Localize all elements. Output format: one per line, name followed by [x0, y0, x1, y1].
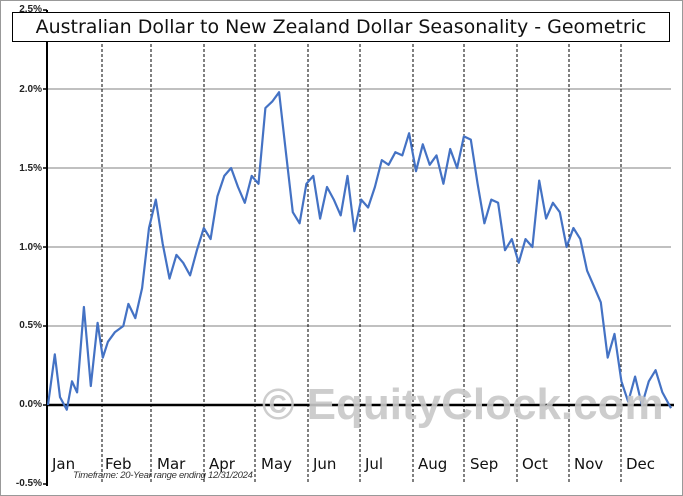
y-tick-label: -0.5%: [15, 478, 42, 489]
y-tick-label: 2.5%: [19, 4, 42, 15]
axes: [43, 9, 674, 486]
month-dividers: [101, 44, 622, 484]
x-tick-sep: Sep: [470, 455, 499, 473]
x-tick-jun: Jun: [313, 455, 337, 473]
y-tick-label: 2.0%: [19, 84, 42, 95]
x-tick-dec: Dec: [626, 455, 656, 473]
x-tick-jul: Jul: [365, 455, 384, 473]
x-tick-oct: Oct: [522, 455, 548, 473]
y-tick-label: 0.5%: [19, 320, 42, 331]
watermark: © EquityClock.com: [262, 380, 664, 429]
chart-title: Australian Dollar to New Zealand Dollar …: [12, 12, 670, 42]
timeframe-note: Timeframe: 20-Year range ending 12/31/20…: [73, 470, 253, 481]
x-tick-apr: Apr: [209, 455, 235, 473]
x-tick-nov: Nov: [574, 455, 604, 473]
y-tick-label: 1.5%: [19, 163, 42, 174]
y-tick-label: 1.0%: [19, 242, 42, 253]
x-tick-mar: Mar: [157, 455, 186, 473]
seasonality-line: [46, 91, 672, 411]
x-tick-feb: Feb: [105, 455, 132, 473]
x-tick-aug: Aug: [418, 455, 448, 473]
x-tick-jan: Jan: [52, 455, 76, 473]
x-tick-may: May: [261, 455, 293, 473]
chart-title-text: Australian Dollar to New Zealand Dollar …: [35, 16, 647, 38]
y-tick-label: 0.0%: [19, 399, 42, 410]
